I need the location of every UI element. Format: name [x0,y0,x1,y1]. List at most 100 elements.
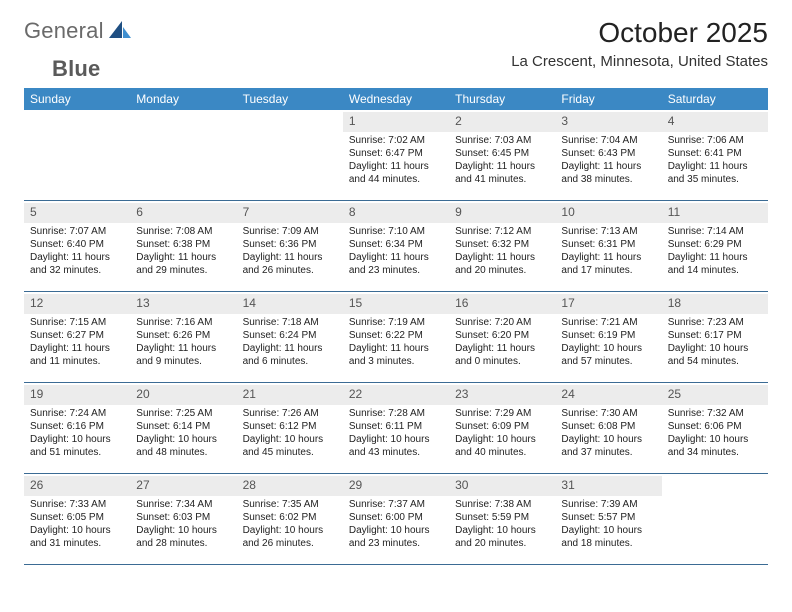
day-cell: 22Sunrise: 7:28 AMSunset: 6:11 PMDayligh… [343,383,449,473]
day-number: 4 [662,112,768,132]
weekday-header-row: SundayMondayTuesdayWednesdayThursdayFrid… [24,88,768,110]
day-number: 25 [662,385,768,405]
day-cell: 19Sunrise: 7:24 AMSunset: 6:16 PMDayligh… [24,383,130,473]
day-info: Sunrise: 7:09 AMSunset: 6:36 PMDaylight:… [243,225,337,278]
day-number: 21 [237,385,343,405]
day-cell [130,110,236,200]
day-info: Sunrise: 7:38 AMSunset: 5:59 PMDaylight:… [455,498,549,551]
weekday-header: Tuesday [237,88,343,110]
calendar-grid: SundayMondayTuesdayWednesdayThursdayFrid… [24,88,768,565]
brand-part2: Blue [52,56,100,82]
day-cell: 16Sunrise: 7:20 AMSunset: 6:20 PMDayligh… [449,292,555,382]
weeks-container: 1Sunrise: 7:02 AMSunset: 6:47 PMDaylight… [24,110,768,565]
day-info: Sunrise: 7:35 AMSunset: 6:02 PMDaylight:… [243,498,337,551]
day-cell: 14Sunrise: 7:18 AMSunset: 6:24 PMDayligh… [237,292,343,382]
day-info: Sunrise: 7:13 AMSunset: 6:31 PMDaylight:… [561,225,655,278]
day-info: Sunrise: 7:08 AMSunset: 6:38 PMDaylight:… [136,225,230,278]
day-number: 23 [449,385,555,405]
day-cell: 7Sunrise: 7:09 AMSunset: 6:36 PMDaylight… [237,201,343,291]
day-number: 10 [555,203,661,223]
day-number: 15 [343,294,449,314]
day-number: 20 [130,385,236,405]
day-number: 27 [130,476,236,496]
day-cell: 31Sunrise: 7:39 AMSunset: 5:57 PMDayligh… [555,474,661,564]
day-cell: 6Sunrise: 7:08 AMSunset: 6:38 PMDaylight… [130,201,236,291]
brand-part1: General [24,18,104,44]
day-info: Sunrise: 7:12 AMSunset: 6:32 PMDaylight:… [455,225,549,278]
day-cell: 25Sunrise: 7:32 AMSunset: 6:06 PMDayligh… [662,383,768,473]
sail-icon [109,19,131,44]
day-number: 16 [449,294,555,314]
day-cell: 12Sunrise: 7:15 AMSunset: 6:27 PMDayligh… [24,292,130,382]
day-cell: 9Sunrise: 7:12 AMSunset: 6:32 PMDaylight… [449,201,555,291]
day-number: 31 [555,476,661,496]
day-number: 17 [555,294,661,314]
day-cell: 21Sunrise: 7:26 AMSunset: 6:12 PMDayligh… [237,383,343,473]
day-info: Sunrise: 7:23 AMSunset: 6:17 PMDaylight:… [668,316,762,369]
day-number: 5 [24,203,130,223]
day-number: 2 [449,112,555,132]
week-row: 19Sunrise: 7:24 AMSunset: 6:16 PMDayligh… [24,383,768,474]
day-cell: 26Sunrise: 7:33 AMSunset: 6:05 PMDayligh… [24,474,130,564]
weekday-header: Wednesday [343,88,449,110]
day-number: 18 [662,294,768,314]
day-cell: 8Sunrise: 7:10 AMSunset: 6:34 PMDaylight… [343,201,449,291]
day-number: 22 [343,385,449,405]
day-number: 7 [237,203,343,223]
day-cell [662,474,768,564]
day-info: Sunrise: 7:20 AMSunset: 6:20 PMDaylight:… [455,316,549,369]
weekday-header: Friday [555,88,661,110]
day-info: Sunrise: 7:10 AMSunset: 6:34 PMDaylight:… [349,225,443,278]
day-number: 13 [130,294,236,314]
day-info: Sunrise: 7:25 AMSunset: 6:14 PMDaylight:… [136,407,230,460]
day-info: Sunrise: 7:24 AMSunset: 6:16 PMDaylight:… [30,407,124,460]
week-row: 1Sunrise: 7:02 AMSunset: 6:47 PMDaylight… [24,110,768,201]
day-info: Sunrise: 7:06 AMSunset: 6:41 PMDaylight:… [668,134,762,187]
day-number: 8 [343,203,449,223]
day-cell: 30Sunrise: 7:38 AMSunset: 5:59 PMDayligh… [449,474,555,564]
day-info: Sunrise: 7:30 AMSunset: 6:08 PMDaylight:… [561,407,655,460]
day-cell: 13Sunrise: 7:16 AMSunset: 6:26 PMDayligh… [130,292,236,382]
day-info: Sunrise: 7:14 AMSunset: 6:29 PMDaylight:… [668,225,762,278]
day-cell: 3Sunrise: 7:04 AMSunset: 6:43 PMDaylight… [555,110,661,200]
week-row: 12Sunrise: 7:15 AMSunset: 6:27 PMDayligh… [24,292,768,383]
location-text: La Crescent, Minnesota, United States [511,53,768,70]
week-row: 26Sunrise: 7:33 AMSunset: 6:05 PMDayligh… [24,474,768,565]
day-number: 6 [130,203,236,223]
day-info: Sunrise: 7:32 AMSunset: 6:06 PMDaylight:… [668,407,762,460]
day-info: Sunrise: 7:33 AMSunset: 6:05 PMDaylight:… [30,498,124,551]
day-info: Sunrise: 7:02 AMSunset: 6:47 PMDaylight:… [349,134,443,187]
day-info: Sunrise: 7:19 AMSunset: 6:22 PMDaylight:… [349,316,443,369]
day-cell: 23Sunrise: 7:29 AMSunset: 6:09 PMDayligh… [449,383,555,473]
day-info: Sunrise: 7:03 AMSunset: 6:45 PMDaylight:… [455,134,549,187]
day-cell [24,110,130,200]
day-info: Sunrise: 7:28 AMSunset: 6:11 PMDaylight:… [349,407,443,460]
day-number: 29 [343,476,449,496]
day-cell: 20Sunrise: 7:25 AMSunset: 6:14 PMDayligh… [130,383,236,473]
day-info: Sunrise: 7:04 AMSunset: 6:43 PMDaylight:… [561,134,655,187]
day-number: 19 [24,385,130,405]
day-cell: 11Sunrise: 7:14 AMSunset: 6:29 PMDayligh… [662,201,768,291]
day-number: 28 [237,476,343,496]
day-cell: 27Sunrise: 7:34 AMSunset: 6:03 PMDayligh… [130,474,236,564]
weekday-header: Saturday [662,88,768,110]
day-info: Sunrise: 7:37 AMSunset: 6:00 PMDaylight:… [349,498,443,551]
day-cell: 10Sunrise: 7:13 AMSunset: 6:31 PMDayligh… [555,201,661,291]
day-cell: 5Sunrise: 7:07 AMSunset: 6:40 PMDaylight… [24,201,130,291]
day-cell: 18Sunrise: 7:23 AMSunset: 6:17 PMDayligh… [662,292,768,382]
day-info: Sunrise: 7:39 AMSunset: 5:57 PMDaylight:… [561,498,655,551]
month-title: October 2025 [511,18,768,49]
day-cell: 24Sunrise: 7:30 AMSunset: 6:08 PMDayligh… [555,383,661,473]
day-cell: 1Sunrise: 7:02 AMSunset: 6:47 PMDaylight… [343,110,449,200]
day-info: Sunrise: 7:07 AMSunset: 6:40 PMDaylight:… [30,225,124,278]
day-info: Sunrise: 7:15 AMSunset: 6:27 PMDaylight:… [30,316,124,369]
day-number: 30 [449,476,555,496]
day-info: Sunrise: 7:26 AMSunset: 6:12 PMDaylight:… [243,407,337,460]
day-cell: 15Sunrise: 7:19 AMSunset: 6:22 PMDayligh… [343,292,449,382]
weekday-header: Sunday [24,88,130,110]
day-number: 3 [555,112,661,132]
day-number: 9 [449,203,555,223]
day-cell: 4Sunrise: 7:06 AMSunset: 6:41 PMDaylight… [662,110,768,200]
day-info: Sunrise: 7:29 AMSunset: 6:09 PMDaylight:… [455,407,549,460]
day-cell: 2Sunrise: 7:03 AMSunset: 6:45 PMDaylight… [449,110,555,200]
